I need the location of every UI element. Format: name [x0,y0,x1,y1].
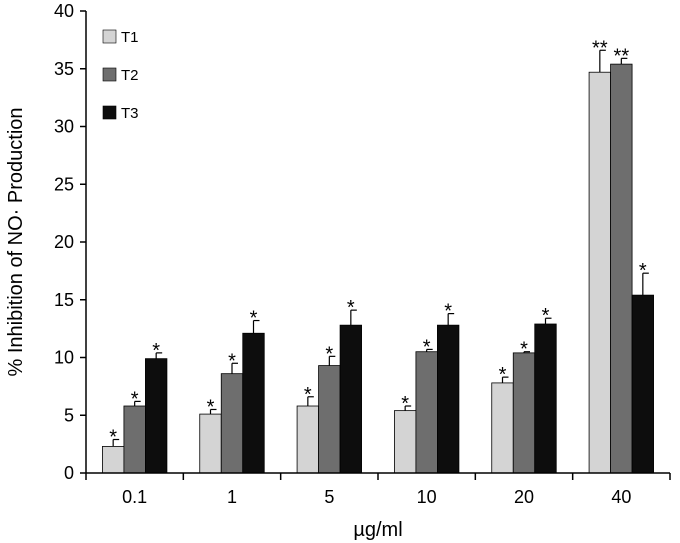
significance-star: * [423,336,431,358]
y-tick-label: 5 [64,405,74,425]
y-tick-label: 25 [54,174,74,194]
bar [318,365,341,474]
error-bars [112,49,649,447]
bar [437,324,460,474]
significance-star: * [152,340,160,362]
x-tick-label: 20 [514,487,534,507]
significance-star: * [228,350,236,372]
significance-star: * [131,388,139,410]
legend-label: T3 [121,105,139,122]
bar [491,382,514,474]
significance-star: * [347,297,355,319]
bar [588,71,611,474]
y-axis-title: % Inhibition of NO· Production [5,107,27,376]
bar [242,332,265,474]
legend-swatch [102,29,117,44]
x-tick-label: 10 [417,487,437,507]
y-tick-label: 40 [54,1,74,21]
y-tick-label: 35 [54,59,74,79]
significance-star: ** [592,37,608,59]
bar [220,373,244,474]
bar [102,446,125,474]
y-tick-label: 15 [54,290,74,310]
significance-star: * [542,305,550,327]
bar [199,413,222,474]
significance-star: * [639,260,647,282]
legend-label: T2 [121,67,139,84]
significance-markers: ***************** *** [109,37,647,448]
bar [339,324,362,474]
y-tick-label: 0 [64,463,74,483]
legend-swatch [102,67,117,82]
significance-star: * [444,301,452,323]
bar [123,405,146,474]
bar [610,63,633,474]
x-tick-label: 40 [611,487,631,507]
legend-swatch [102,105,117,120]
significance-star: ** [614,45,630,67]
x-axis-title: µg/ml [353,519,402,541]
x-axis-ticks: 0.1 1 5 10 20 40 [85,473,671,507]
bar [296,405,319,474]
x-tick-label: 0.1 [122,487,147,507]
bar [394,410,417,474]
bar [415,351,438,474]
significance-star: * [401,393,409,415]
legend: T1 T2 T3 [102,29,139,122]
significance-star: * [304,384,312,406]
significance-star: * [520,339,528,361]
significance-star: * [325,343,333,365]
significance-star: * [109,427,117,449]
y-tick-label: 20 [54,232,74,252]
significance-star: * [207,396,215,418]
bar [631,294,654,474]
bar-group [102,63,654,474]
y-axis-ticks: 0 5 10 15 20 25 30 35 40 [54,1,86,483]
legend-label: T1 [121,29,139,46]
x-tick-label: 5 [324,487,334,507]
x-tick-label: 1 [227,487,237,507]
bar [534,323,557,474]
significance-star: * [250,308,258,330]
y-tick-label: 30 [54,117,74,137]
bar [145,358,168,474]
significance-star: * [499,364,507,386]
bar [512,352,536,474]
y-tick-label: 10 [54,348,74,368]
